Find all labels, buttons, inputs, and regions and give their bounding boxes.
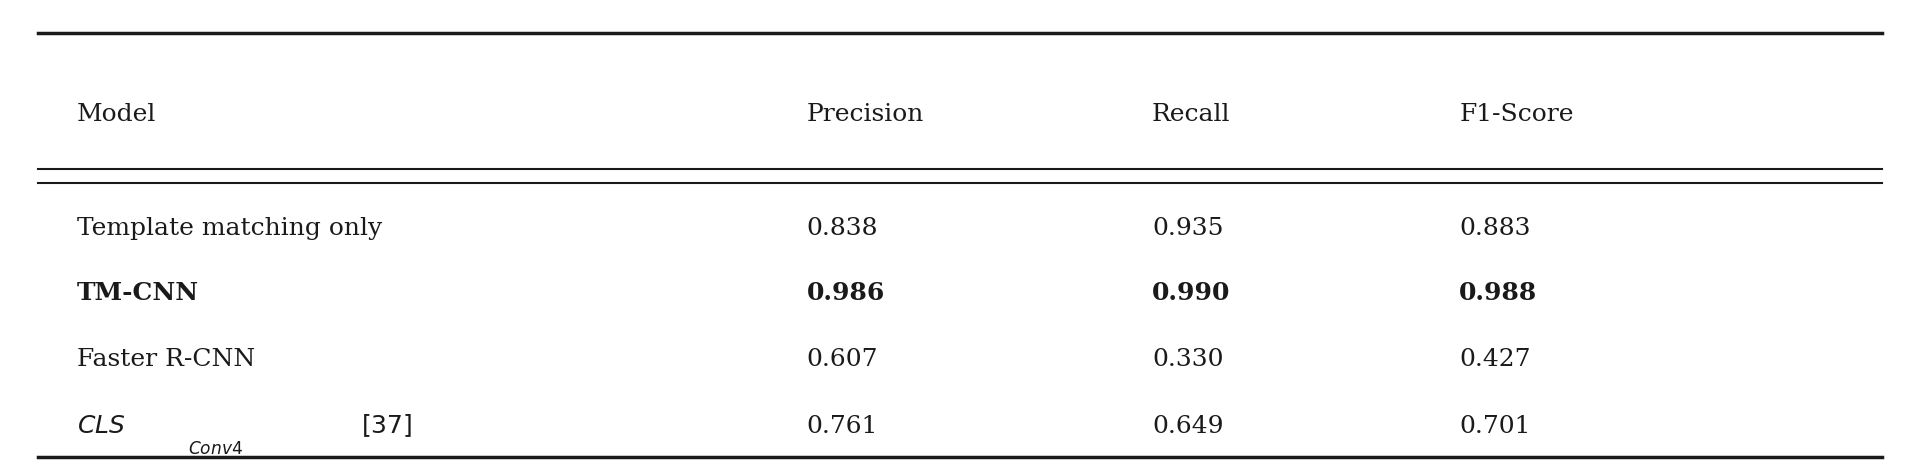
Text: 0.701: 0.701 (1459, 415, 1530, 437)
Text: Template matching only: Template matching only (77, 217, 382, 240)
Text: 0.883: 0.883 (1459, 217, 1530, 240)
Text: TM-CNN: TM-CNN (77, 281, 200, 305)
Text: $\mathit{Conv4}$: $\mathit{Conv4}$ (188, 440, 244, 458)
Text: 0.761: 0.761 (806, 415, 877, 437)
Text: 0.427: 0.427 (1459, 348, 1530, 371)
Text: Faster R-CNN: Faster R-CNN (77, 348, 255, 371)
Text: 0.607: 0.607 (806, 348, 877, 371)
Text: Model: Model (77, 103, 156, 126)
Text: 0.935: 0.935 (1152, 217, 1223, 240)
Text: $\mathit{CLS}$: $\mathit{CLS}$ (77, 414, 125, 438)
Text: 0.838: 0.838 (806, 217, 877, 240)
Text: 0.330: 0.330 (1152, 348, 1223, 371)
Text: F1-Score: F1-Score (1459, 103, 1574, 126)
Text: $\mathit{[37]}$: $\mathit{[37]}$ (361, 413, 413, 439)
Text: 0.988: 0.988 (1459, 281, 1538, 305)
Text: 0.649: 0.649 (1152, 415, 1223, 437)
Text: Recall: Recall (1152, 103, 1231, 126)
Text: Precision: Precision (806, 103, 924, 126)
Text: 0.986: 0.986 (806, 281, 885, 305)
Text: 0.990: 0.990 (1152, 281, 1231, 305)
